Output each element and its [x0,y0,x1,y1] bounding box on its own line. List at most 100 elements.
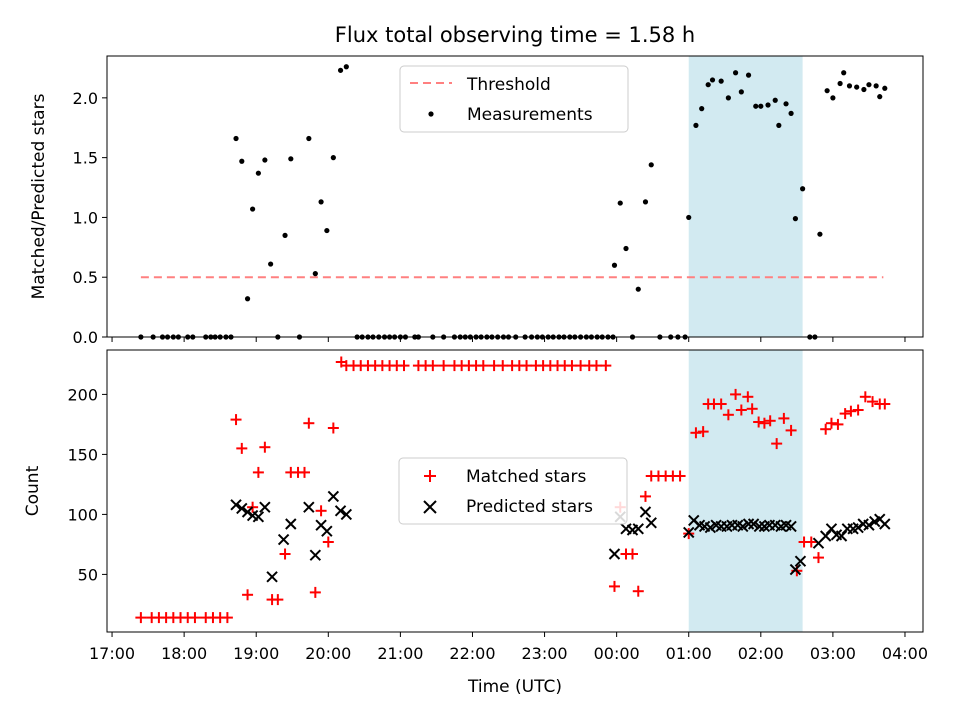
predicted-star-stroke [327,490,340,503]
predicted-star-point [309,549,322,561]
predicted-star-stroke [835,530,848,542]
top-highlight-band [688,56,803,337]
predicted-star-point [327,490,340,503]
measurement-point [635,286,641,292]
matched-star-point [771,438,783,450]
predicted-star-point [252,511,265,523]
measurement-point [268,261,274,267]
predicted-star-stroke [769,519,781,531]
predicted-star-point [879,518,891,530]
matched-star-point [690,427,702,439]
matched-star-point [438,360,450,372]
top-ytick-label: 0.0 [73,328,98,347]
predicted-star-point [230,499,242,511]
matched-star-point [639,490,651,502]
predicted-star-stroke [259,501,271,513]
bottom-panel: 50 100 150 200 17:00 18:00 19:00 20:00 21:00 22:… [23,349,928,697]
predicted-star-stroke [693,519,706,531]
measurement-point [343,64,349,70]
measurement-point [262,157,268,163]
predicted-star-stroke [321,525,333,537]
matched-star-point [427,360,439,372]
predicted-star-stroke [863,519,875,531]
measurement-point [239,158,245,164]
predicted-star-point [747,518,760,530]
bottom-y-axis-label: Count [23,465,43,516]
xtick-label: 20:00 [305,644,351,663]
predicted-star-stroke [852,521,864,534]
xtick-label: 03:00 [810,644,856,663]
predicted-star-stroke [639,506,652,518]
xtick-label: 21:00 [377,644,423,663]
predicted-star-stroke [340,508,353,521]
predicted-star-point [789,563,802,576]
measurement-point [312,271,318,277]
predicted-star-stroke [236,502,248,515]
matched-star-point [600,360,612,372]
xtick-label: 18:00 [161,644,207,663]
predicted-star-point [632,523,644,535]
measurement-point [738,89,744,95]
matched-star-point [746,403,758,415]
predicted-star-stroke [732,519,744,531]
matched-star-point [812,552,824,564]
legend-matched-swatch [424,470,436,482]
xtick-label: 01:00 [666,644,712,663]
legend-measurements-swatch [428,111,434,117]
predicted-star-point [340,508,353,521]
matched-star-point [825,417,837,429]
matched-star-point [590,360,602,372]
matched-star-point [272,594,284,606]
predicted-star-point [321,525,333,537]
predicted-star-stroke [785,520,797,533]
matched-star-point [722,409,734,421]
matched-star-point [805,536,817,548]
matched-star-point [497,360,509,372]
predicted-star-stroke [747,518,760,530]
measurement-point [732,70,739,76]
predicted-star-stroke [819,530,832,542]
matched-star-point [852,404,864,416]
predicted-star-point [852,521,864,534]
matched-star-point [322,536,334,548]
measurement-point [709,77,716,83]
bottom-ytick-label: 100 [67,505,98,524]
bottom-ytick-label: 150 [67,445,98,464]
matched-star-point [778,412,790,424]
legend-threshold-label: Threshold [466,75,551,95]
measurement-point [877,94,883,100]
matched-star-point [327,422,339,434]
matched-star-point [189,612,201,624]
predicted-star-stroke [879,518,891,530]
xtick-label: 17:00 [89,644,135,663]
predicted-star-stroke [303,501,315,513]
predicted-star-stroke [710,519,722,531]
predicted-star-point [334,505,347,517]
matched-star-point [845,405,857,417]
bottom-legend-box [398,457,628,525]
xtick-label: 00:00 [594,644,640,663]
xtick-label: 19:00 [233,644,279,663]
predicted-star-stroke [698,520,711,533]
measurement-point [686,214,692,221]
top-legend-box [399,65,629,133]
matched-star-point [785,424,797,436]
measurement-point [800,186,806,192]
measurement-point [233,135,239,142]
matched-star-point [839,408,851,420]
top-ytick-label: 1.5 [73,149,98,168]
predicted-star-point [863,519,875,531]
predicted-star-point [266,571,278,583]
predicted-star-stroke [246,509,259,522]
matched-star-point [230,414,242,426]
predicted-star-point [303,501,315,513]
measurement-point [861,86,867,93]
matched-star-point [735,404,747,416]
predicted-star-stroke [252,511,265,523]
top-y-axis-label: Matched/Predicted stars [29,93,49,299]
predicted-star-point [683,526,695,539]
measurement-point [282,232,288,238]
predicted-star-stroke [266,571,278,583]
matched-stars-points [135,356,891,624]
matched-star-point [758,417,770,429]
